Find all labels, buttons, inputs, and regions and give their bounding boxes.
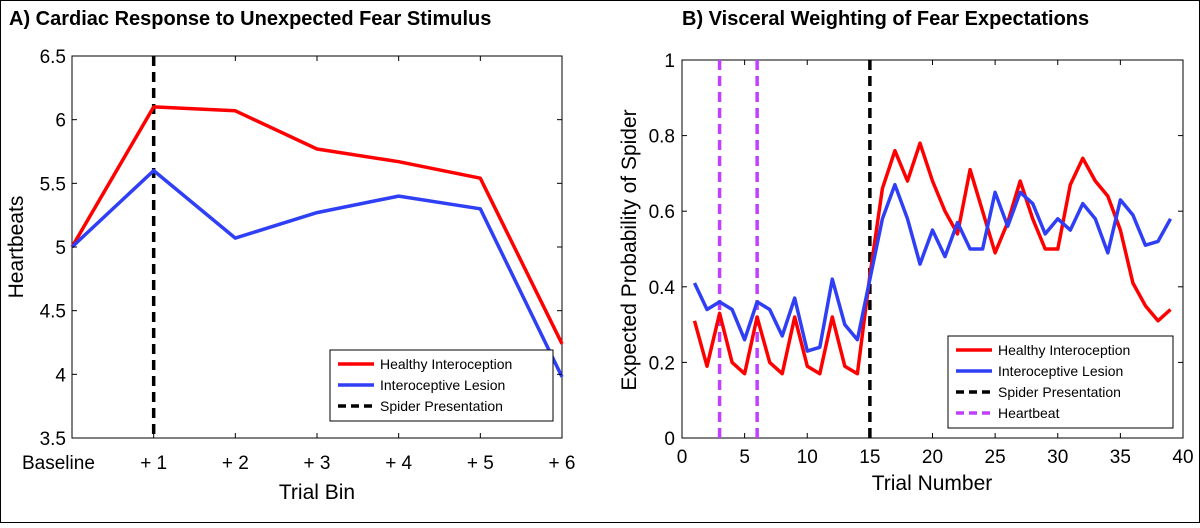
panel-b-legend: Healthy Interoception Interoceptive Lesio… bbox=[947, 335, 1174, 429]
x-tick-label: 35 bbox=[1110, 447, 1131, 468]
x-tick-label: + 1 bbox=[140, 453, 167, 474]
x-tick-label: 15 bbox=[859, 447, 880, 468]
x-tick-label: 5 bbox=[739, 447, 750, 468]
panel-b-y-label: Expected Probability of Spider bbox=[618, 109, 641, 390]
x-tick-label: 30 bbox=[1047, 447, 1068, 468]
panel-a-x-ticks: Baseline + 1 + 2 + 3 + 4 + 5 + 6 bbox=[22, 56, 575, 474]
series-line-interoceptive-lesion bbox=[70, 168, 564, 378]
legend-label-spider-presentation: Spider Presentation bbox=[380, 398, 503, 414]
series-line-healthy-interoception bbox=[692, 141, 1172, 376]
legend-label-healthy-interoception: Healthy Interoception bbox=[380, 356, 512, 372]
panel-b-series bbox=[692, 141, 1173, 376]
panel-a-series bbox=[70, 105, 564, 378]
x-tick-label: 25 bbox=[985, 447, 1006, 468]
legend-label-spider-presentation: Spider Presentation bbox=[998, 384, 1121, 400]
panel-b-x-ticks: 0 5 10 15 20 25 30 35 40 bbox=[677, 60, 1194, 468]
x-tick-label: + 2 bbox=[222, 453, 249, 474]
y-tick-label: 1 bbox=[664, 51, 675, 72]
y-tick-label: 0 bbox=[664, 429, 675, 450]
y-tick-label: 0.4 bbox=[649, 278, 676, 299]
x-tick-label: 40 bbox=[1172, 447, 1193, 468]
x-tick-label: 10 bbox=[797, 447, 818, 468]
legend-label-interoceptive-lesion: Interoceptive Lesion bbox=[998, 363, 1123, 379]
panel-b-y-ticks: 0 0.2 0.4 0.6 0.8 1 bbox=[649, 51, 1183, 450]
x-tick-label: + 4 bbox=[385, 453, 412, 474]
panel-a-y-label: Heartbeats bbox=[5, 196, 28, 299]
panel-a-title: A) Cardiac Response to Unexpected Fear S… bbox=[9, 8, 491, 30]
x-tick-label: + 3 bbox=[304, 453, 331, 474]
y-tick-label: 0.8 bbox=[649, 127, 675, 148]
panel-a-x-label: Trial Bin bbox=[279, 481, 355, 504]
x-tick-label: 20 bbox=[922, 447, 943, 468]
y-tick-label: 4 bbox=[55, 365, 66, 386]
y-tick-label: 5 bbox=[55, 238, 66, 259]
y-tick-label: 6.5 bbox=[40, 47, 66, 68]
series-line-healthy-interoception bbox=[70, 105, 564, 345]
panel-b-x-label: Trial Number bbox=[872, 472, 993, 495]
series-line-interoceptive-lesion bbox=[692, 182, 1173, 353]
legend-label-healthy-interoception: Healthy Interoception bbox=[998, 342, 1130, 358]
x-tick-label: 0 bbox=[677, 447, 688, 468]
y-tick-label: 5.5 bbox=[40, 174, 66, 195]
panel-b: B) Visceral Weighting of Fear Expectatio… bbox=[618, 8, 1194, 495]
y-tick-label: 4.5 bbox=[40, 302, 66, 323]
y-tick-label: 3.5 bbox=[40, 429, 66, 450]
panel-a-y-ticks: 3.5 4 4.5 5 5.5 6 6.5 bbox=[40, 47, 562, 450]
legend-label-heartbeat: Heartbeat bbox=[998, 405, 1060, 421]
y-tick-label: 6 bbox=[55, 111, 66, 132]
panel-a-legend: Healthy Interoception Interoceptive Lesio… bbox=[329, 349, 554, 422]
y-tick-label: 0.2 bbox=[649, 353, 675, 374]
x-tick-label: + 5 bbox=[467, 453, 494, 474]
legend-label-interoceptive-lesion: Interoceptive Lesion bbox=[380, 377, 505, 393]
x-tick-label: + 6 bbox=[549, 453, 576, 474]
panel-b-title: B) Visceral Weighting of Fear Expectatio… bbox=[682, 8, 1089, 30]
panel-a: A) Cardiac Response to Unexpected Fear S… bbox=[5, 8, 575, 504]
x-tick-label: Baseline bbox=[22, 453, 95, 474]
y-tick-label: 0.6 bbox=[649, 202, 675, 223]
